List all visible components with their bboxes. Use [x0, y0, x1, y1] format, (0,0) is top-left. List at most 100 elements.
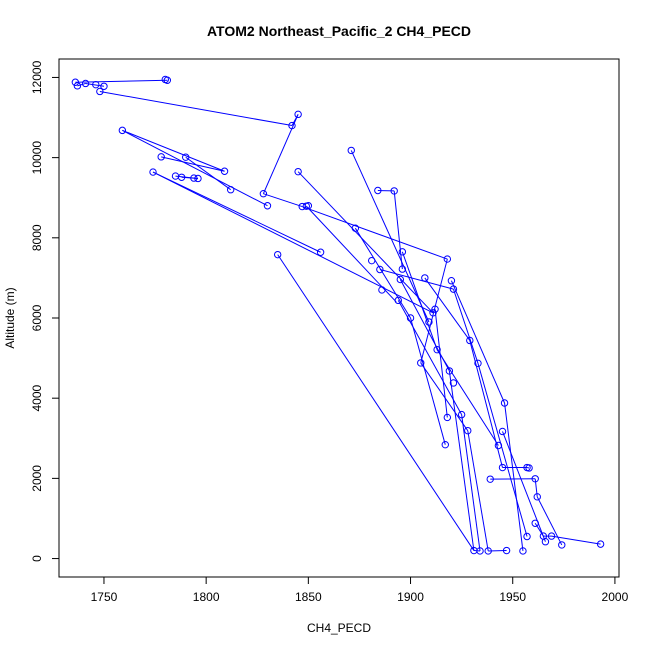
series-segment	[263, 193, 303, 208]
x-tick-label: 1750	[91, 590, 118, 604]
data-point	[396, 275, 405, 284]
data-point	[81, 79, 90, 88]
data-point	[368, 256, 376, 265]
data-point	[558, 541, 566, 549]
data-point	[316, 248, 325, 256]
data-point	[476, 547, 484, 555]
series-segment	[397, 300, 463, 415]
series-segment	[477, 363, 528, 537]
x-tick-label: 1950	[499, 590, 526, 604]
series-segment	[297, 171, 434, 314]
data-point	[118, 126, 127, 135]
series-segment	[452, 288, 479, 364]
data-point	[220, 167, 229, 175]
series-segment	[420, 258, 448, 364]
data-point	[596, 540, 605, 548]
data-point	[441, 440, 449, 449]
data-point	[547, 532, 556, 540]
y-tick-label: 0	[30, 555, 44, 562]
data-point	[466, 336, 474, 345]
x-tick-label: 1900	[397, 590, 424, 604]
data-point	[425, 318, 433, 326]
x-tick-label: 1850	[295, 590, 322, 604]
chart-title: ATOM2 Northeast_Pacific_2 CH4_PECD	[207, 23, 471, 39]
data-point	[288, 121, 296, 130]
data-point	[533, 493, 541, 501]
data-point	[531, 475, 539, 483]
series-segment	[262, 114, 299, 194]
series-segment	[551, 535, 601, 545]
x-tick-label: 1800	[193, 590, 220, 604]
data-point	[417, 359, 425, 367]
data-point	[351, 224, 360, 232]
data-point	[429, 309, 437, 317]
data-point	[374, 186, 382, 195]
data-point	[541, 538, 550, 546]
y-tick-label: 12000	[30, 60, 44, 94]
data-point	[486, 475, 494, 483]
data-point	[406, 314, 415, 322]
data-point	[519, 547, 527, 555]
data-point	[500, 399, 509, 407]
series-segment	[161, 156, 225, 172]
series-lines	[75, 79, 601, 552]
data-point	[484, 547, 492, 555]
data-point	[449, 379, 458, 387]
series-segment	[467, 430, 489, 552]
data-point	[398, 265, 407, 273]
data-point	[431, 305, 439, 313]
series-segment	[393, 190, 403, 270]
data-point	[73, 82, 82, 90]
series-segment	[77, 82, 86, 87]
y-tick-label: 4000	[30, 385, 44, 412]
data-point	[498, 463, 507, 472]
series-segment	[436, 349, 499, 446]
y-tick-label: 8000	[30, 224, 44, 251]
series-segment	[122, 129, 225, 172]
data-point	[421, 274, 429, 282]
y-tick-label: 2000	[30, 465, 44, 492]
series-segment	[434, 309, 448, 418]
data-point	[96, 87, 104, 96]
data-point	[263, 202, 272, 210]
data-point	[100, 82, 108, 90]
data-point	[494, 441, 503, 450]
y-axis: 0 2000 4000 6000 8000 10000 12000	[30, 60, 60, 562]
data-point	[525, 464, 533, 472]
data-point	[433, 345, 441, 354]
y-tick-label: 10000	[30, 141, 44, 175]
data-point	[502, 546, 511, 555]
series-segment	[99, 90, 293, 127]
series-segment	[277, 254, 475, 551]
data-point	[302, 202, 310, 210]
data-point	[447, 277, 456, 285]
data-point	[347, 146, 355, 155]
y-axis-label: Altitude (m)	[3, 287, 17, 348]
series-segment	[448, 370, 475, 551]
data-point	[464, 426, 472, 435]
data-point	[71, 78, 80, 86]
data-point	[157, 153, 165, 161]
series-segment	[181, 176, 199, 179]
series-segment	[420, 362, 469, 431]
data-point	[498, 427, 507, 436]
data-point	[390, 187, 398, 195]
data-point	[457, 410, 466, 419]
series-segment	[152, 171, 434, 314]
data-point	[531, 519, 539, 527]
data-point	[177, 173, 186, 181]
data-point	[149, 168, 157, 176]
x-axis: 1750 1800 1850 1900 1950 2000	[91, 576, 629, 604]
data-point	[443, 255, 452, 263]
series-points	[71, 75, 605, 555]
y-tick-label: 6000	[30, 304, 44, 331]
series-segment	[122, 129, 268, 207]
series-segment	[305, 205, 397, 303]
series-segment	[379, 269, 454, 290]
series-segment	[185, 156, 231, 191]
series-segment	[461, 414, 481, 552]
series-segment	[152, 171, 321, 253]
data-point	[182, 153, 190, 161]
data-point	[474, 359, 482, 368]
series-segment	[354, 227, 411, 319]
